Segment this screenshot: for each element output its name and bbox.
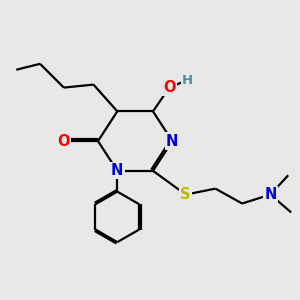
Text: O: O	[163, 80, 176, 95]
Text: O: O	[58, 134, 70, 148]
Text: H: H	[182, 74, 193, 87]
Text: N: N	[166, 134, 178, 148]
Text: N: N	[264, 187, 277, 202]
Text: S: S	[180, 187, 191, 202]
Text: N: N	[111, 163, 124, 178]
